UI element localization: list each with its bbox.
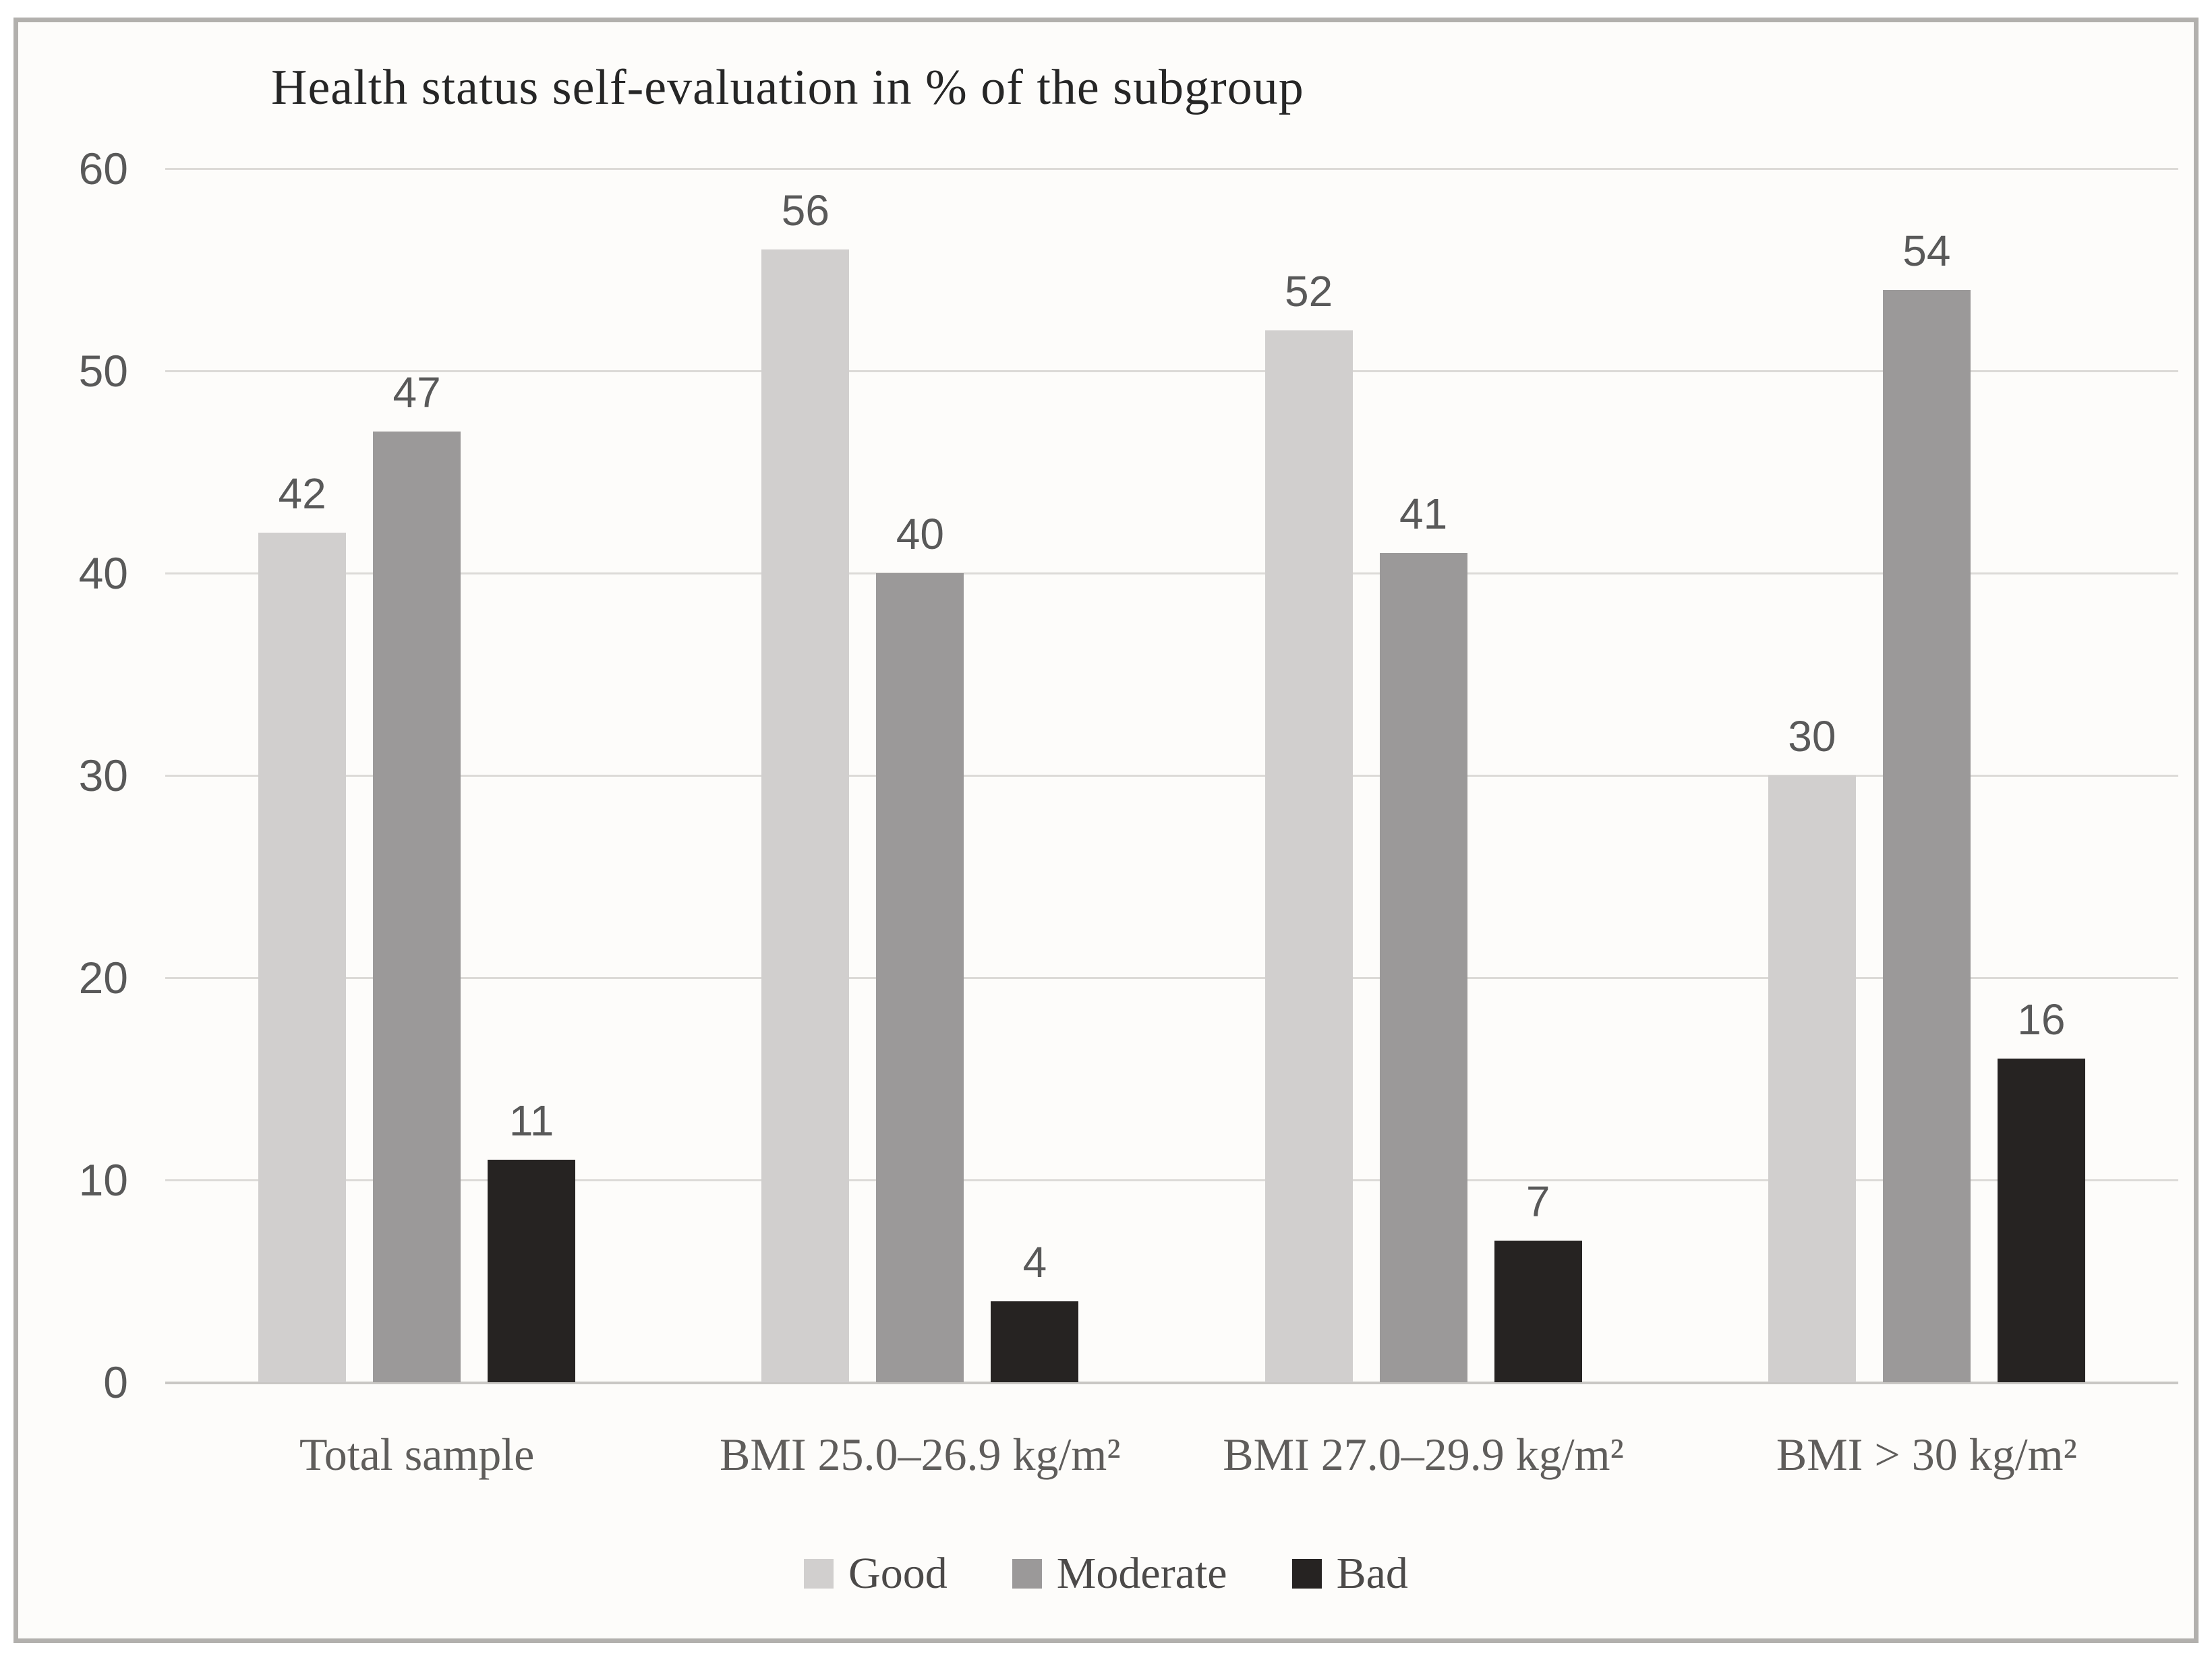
y-axis-tick-label: 50 [78, 346, 128, 396]
bar-cluster: 56 40 4 [761, 186, 1079, 1382]
y-axis-tick-label: 30 [78, 750, 128, 800]
legend-item: Bad [1291, 1548, 1408, 1599]
legend-swatch-icon [1291, 1559, 1322, 1589]
bar-column: 41 [1379, 490, 1467, 1382]
bar-moderate [1379, 553, 1467, 1382]
gridline [165, 1179, 2178, 1181]
bar-good [761, 249, 850, 1382]
legend-item: Moderate [1012, 1548, 1227, 1599]
bar-value-label: 56 [781, 186, 830, 235]
bar-column: 11 [488, 1096, 576, 1382]
bar-good [258, 533, 347, 1382]
bars-layer: 42 47 11 56 40 4 52 41 7 30 54 16 [165, 169, 2178, 1382]
bar-value-label: 16 [2017, 995, 2066, 1044]
bar-value-label: 11 [508, 1096, 554, 1145]
legend-swatch-icon [1012, 1559, 1042, 1589]
bar-column: 4 [991, 1238, 1079, 1382]
bar-cluster: 30 54 16 [1768, 227, 2085, 1382]
bar-column: 40 [876, 510, 964, 1382]
y-axis-tick-label: 20 [78, 953, 128, 1003]
bar-bad [1494, 1241, 1582, 1382]
bar-bad [1997, 1059, 2085, 1382]
plot-area: 42 47 11 56 40 4 52 41 7 30 54 16 [165, 168, 2178, 1384]
bar-good [1768, 775, 1856, 1382]
bar-column: 56 [761, 186, 850, 1382]
legend-swatch-icon [804, 1559, 834, 1589]
bar-value-label: 4 [1022, 1238, 1047, 1286]
bar-column: 54 [1882, 227, 1971, 1382]
chart-title: Health status self-evaluation in % of th… [271, 60, 1304, 115]
bar-value-label: 42 [278, 469, 326, 518]
bar-bad [488, 1160, 576, 1382]
bar-moderate [876, 573, 964, 1382]
bar-cluster: 42 47 11 [258, 368, 576, 1382]
bar-column: 16 [1997, 995, 2085, 1382]
bar-moderate [1882, 290, 1971, 1382]
y-axis-tick-label: 60 [78, 144, 128, 194]
bar-good [1264, 330, 1353, 1382]
gridline [165, 370, 2178, 372]
legend-label: Good [848, 1549, 948, 1598]
bar-bad [991, 1301, 1079, 1382]
gridline [165, 572, 2178, 574]
legend-label: Moderate [1056, 1549, 1227, 1598]
category-label: BMI 25.0–26.9 kg/m² [720, 1429, 1121, 1480]
gridline [165, 168, 2178, 170]
bar-column: 7 [1494, 1177, 1582, 1382]
gridline [165, 1382, 2178, 1384]
x-axis: Total sample BMI 25.0–26.9 kg/m² BMI 27.0–… [165, 1428, 2178, 1481]
bar-moderate [373, 432, 461, 1382]
gridline [165, 977, 2178, 979]
category-label: Total sample [299, 1429, 535, 1480]
legend-label: Bad [1336, 1549, 1408, 1598]
category-label: BMI > 30 kg/m² [1776, 1429, 2077, 1480]
bar-cluster: 52 41 7 [1264, 267, 1582, 1382]
y-axis-tick-label: 0 [103, 1357, 128, 1407]
bar-column: 42 [258, 469, 347, 1382]
gridline [165, 775, 2178, 777]
bar-value-label: 41 [1399, 490, 1448, 538]
category-label: BMI 27.0–29.9 kg/m² [1223, 1429, 1624, 1480]
bar-column: 47 [373, 368, 461, 1382]
legend: Good Moderate Bad [0, 1548, 2212, 1599]
y-axis-tick-label: 40 [78, 548, 128, 598]
bar-column: 30 [1768, 712, 1856, 1382]
bar-value-label: 47 [392, 368, 441, 417]
bar-column: 52 [1264, 267, 1353, 1382]
bar-value-label: 54 [1902, 227, 1951, 275]
y-axis-tick-label: 10 [78, 1155, 128, 1205]
bar-value-label: 7 [1525, 1177, 1550, 1226]
bar-value-label: 30 [1788, 712, 1836, 761]
legend-item: Good [804, 1548, 948, 1599]
bar-value-label: 52 [1285, 267, 1333, 316]
bar-value-label: 40 [896, 510, 944, 558]
